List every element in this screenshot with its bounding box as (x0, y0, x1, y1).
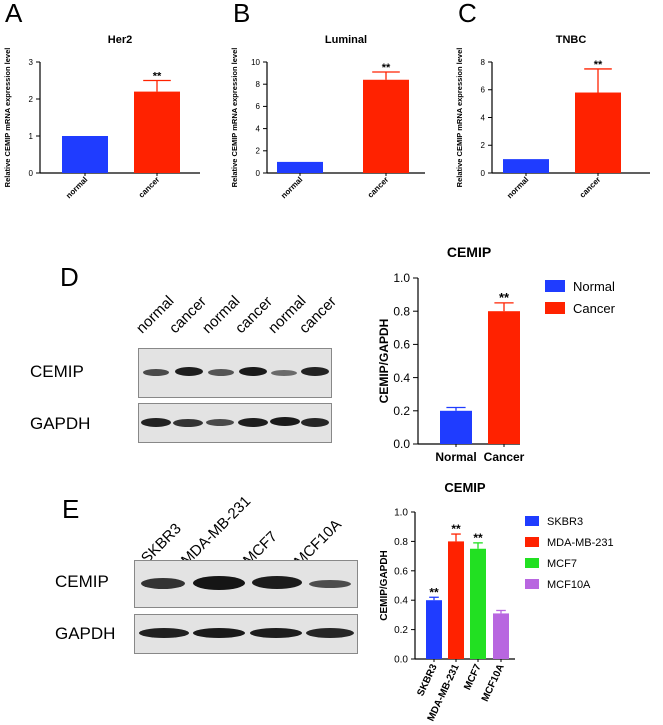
y-tick-label: 0 (29, 169, 34, 178)
y-tick-label: 0 (481, 169, 486, 178)
y-axis-label: CEMIP/GAPDH (379, 550, 390, 621)
blot-e-row-label-cemip: CEMIP (55, 572, 109, 591)
blot-d: normal cancer normal cancer normal cance… (0, 0, 340, 480)
bar (134, 91, 180, 173)
y-axis-label: Relative CEMIP mRNA expression level (455, 48, 464, 188)
d-bar-chart: CEMIP 0.0 0.2 0.4 0.6 0.8 1.0 CEMIP/GAPDH Normal… (377, 244, 616, 464)
legend-label: MDA-MB-231 (547, 537, 614, 549)
panel-letter-a: A (5, 0, 23, 28)
bar (363, 79, 409, 173)
blot-d-row-label-gapdh: GAPDH (30, 414, 91, 433)
y-tick-label: 0.8 (394, 537, 408, 548)
her2-chart: Her2 0 1 2 3 Relative CEMIP mRNA expression l… (3, 34, 200, 200)
y-axis-label: Relative CEMIP mRNA expression level (230, 48, 239, 188)
chart-title: CEMIP (447, 244, 491, 260)
significance-label: ** (382, 62, 391, 74)
significance-label: ** (594, 59, 603, 71)
legend-swatch (525, 537, 539, 547)
y-tick-label: 1.0 (394, 508, 408, 519)
y-tick-label: 1.0 (393, 271, 410, 285)
legend-swatch (525, 558, 539, 568)
y-tick-label: 10 (251, 58, 260, 67)
y-tick-label: 8 (256, 80, 261, 89)
bar (426, 600, 442, 659)
y-tick-label: 0.6 (394, 566, 408, 577)
luminal-chart: Luminal 0 2 4 6 8 10 Relative CEMIP mRNA expres… (230, 34, 425, 200)
panel-letter-b: B (233, 0, 251, 28)
x-tick-label: Normal (435, 450, 476, 464)
blot-e-gapdh-strip (134, 614, 358, 654)
bar (440, 410, 472, 444)
x-tick-label: Cancer (484, 450, 525, 464)
legend-label: MCF7 (547, 558, 577, 570)
y-tick-label: 4 (256, 124, 261, 133)
legend-swatch (545, 302, 565, 314)
y-tick-label: 0.4 (393, 371, 410, 385)
legend-swatch (525, 579, 539, 589)
bar (488, 311, 520, 444)
bar (503, 159, 549, 173)
y-axis-label: CEMIP/GAPDH (377, 319, 391, 404)
y-tick-label: 2 (29, 95, 34, 104)
y-tick-label: 0.2 (393, 404, 410, 418)
significance-label: ** (429, 585, 439, 599)
chart-title: CEMIP (444, 480, 486, 495)
bar (277, 161, 323, 173)
y-tick-label: 0.6 (393, 338, 410, 352)
y-tick-label: 0.8 (393, 304, 410, 318)
chart-title: Luminal (325, 34, 367, 46)
legend-swatch (545, 280, 565, 292)
legend-label: MCF10A (547, 579, 591, 591)
x-tick-label: SKBR3 (415, 662, 439, 698)
bar (448, 541, 464, 659)
y-tick-label: 2 (481, 141, 486, 150)
y-tick-label: 0.0 (394, 655, 408, 666)
tnbc-chart: TNBC 0 2 4 6 8 Relative CEMIP mRNA expression … (455, 34, 650, 200)
significance-label: ** (153, 71, 162, 83)
x-tick-label: normal (505, 175, 530, 200)
panel-letter-e: E (62, 494, 80, 524)
x-tick-label: MCF7 (462, 662, 484, 692)
y-tick-label: 8 (481, 58, 486, 67)
significance-label: ** (473, 531, 483, 545)
y-tick-label: 0.2 (394, 625, 408, 636)
x-tick-label: cancer (578, 175, 603, 200)
bar (493, 613, 509, 659)
y-tick-label: 0.0 (393, 437, 410, 451)
blot-d-gapdh-strip (138, 403, 332, 443)
legend-label: Cancer (573, 301, 616, 316)
bar (470, 548, 486, 659)
blot-e-row-label-gapdh: GAPDH (55, 624, 116, 643)
y-tick-label: 2 (256, 147, 261, 156)
chart-title: Her2 (108, 34, 132, 46)
bar (62, 136, 108, 173)
blot-e: SKBR3 MDA-MB-231 MCF7 MCF10A CEMIP GAPDH (55, 493, 358, 654)
chart-title: TNBC (556, 34, 587, 46)
blot-e-cemip-strip (134, 560, 358, 608)
panel-letter-d: D (60, 262, 79, 292)
significance-label: ** (451, 522, 461, 536)
blot-d-cemip-strip (138, 348, 332, 398)
e-bar-chart: CEMIP 0.0 0.2 0.4 0.6 0.8 1.0 CEMIP/GAPDH SKBR3 *… (379, 480, 614, 723)
significance-label: ** (499, 290, 510, 305)
y-tick-label: 0.4 (394, 596, 408, 607)
legend-label: Normal (573, 279, 615, 294)
bar (575, 92, 621, 173)
y-tick-label: 6 (481, 86, 486, 95)
x-tick-label: MCF10A (480, 663, 507, 704)
y-tick-label: 0 (256, 169, 261, 178)
legend-label: SKBR3 (547, 516, 583, 528)
y-tick-label: 3 (29, 58, 34, 67)
y-tick-label: 4 (481, 113, 486, 122)
y-tick-label: 6 (256, 102, 261, 111)
panel-letter-c: C (458, 0, 477, 28)
legend-swatch (525, 516, 539, 526)
blot-d-row-label-cemip: CEMIP (30, 362, 84, 381)
y-tick-label: 1 (29, 132, 34, 141)
y-axis-label: Relative CEMIP mRNA expression level (3, 48, 12, 188)
